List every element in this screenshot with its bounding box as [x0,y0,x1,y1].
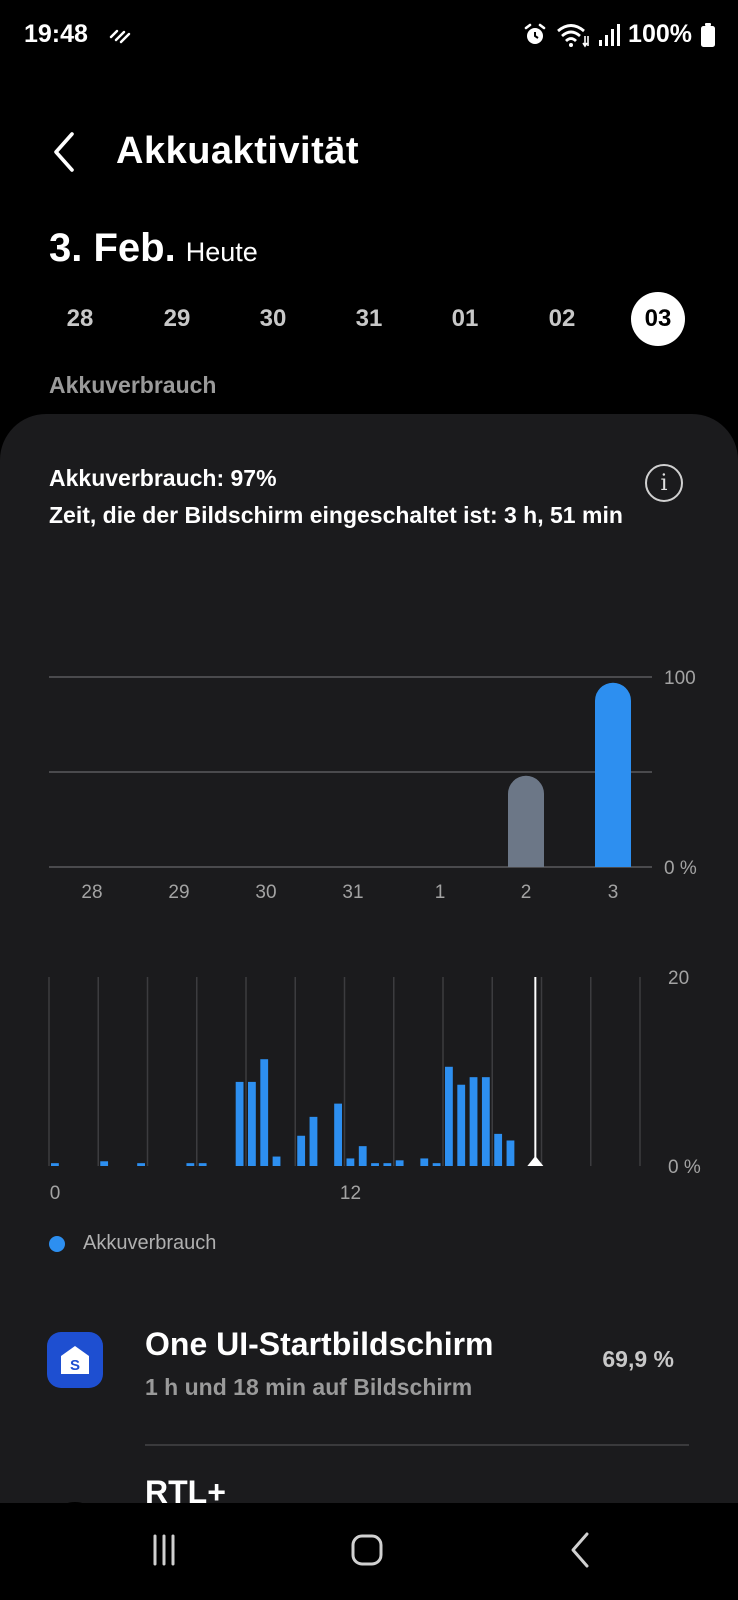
app-name: One UI-Startbildschirm [145,1326,494,1362]
selected-date: 3. Feb. Heute [49,226,258,271]
legend-dot [49,1235,65,1252]
daily-x-tick-label: 31 [342,882,363,903]
hourly-x-tick-label: 12 [340,1183,361,1204]
hourly-bar [297,1135,306,1166]
svg-text:S: S [70,1357,80,1374]
hourly-bar [100,1161,109,1166]
hourly-bar [383,1163,392,1166]
date-main: 3. Feb. [49,226,176,270]
activity-icon [109,29,131,44]
back-icon [571,1532,589,1568]
hourly-bar [235,1081,244,1166]
home-icon [351,1534,383,1566]
day-item-28[interactable]: 28 [66,305,94,332]
hourly-bar [445,1066,453,1166]
daily-bar-base [595,849,631,867]
recents-button[interactable] [134,1525,194,1575]
daily-y-tick-label: 100 [664,668,696,689]
day-item-03-selected[interactable]: 03 [631,292,685,346]
hourly-bar [457,1084,466,1166]
hourly-bar [494,1133,503,1166]
nav-back-button[interactable] [551,1525,611,1575]
hourly-bar [395,1160,404,1166]
app-screen-time: 1 h und 18 min auf Bildschirm [145,1374,473,1400]
legend-label: Akkuverbrauch [83,1232,217,1254]
hourly-bar [186,1163,195,1166]
daily-y-tick-label: 0 % [664,858,697,879]
daily-x-tick-label: 2 [521,882,532,903]
screen-time-text: Zeit, die der Bildschirm eingeschaltet i… [49,502,623,528]
divider [145,1444,689,1446]
daily-bar [595,682,631,867]
day-item-02[interactable]: 02 [548,305,576,332]
hourly-bar [346,1158,355,1166]
day-item-30[interactable]: 30 [259,305,287,332]
wifi-icon [557,23,589,47]
status-time: 19:48 [24,20,88,48]
info-button[interactable]: i [645,464,683,502]
hourly-bar [432,1163,441,1166]
status-bar: 19:48 100% [0,0,738,70]
daily-x-tick-label: 29 [168,882,189,903]
battery-percent: 100% [628,20,692,48]
hourly-bar [469,1077,478,1166]
hourly-bar [481,1077,490,1166]
home-s-icon: S [47,1332,103,1388]
battery-usage-card: Akkuverbrauch: 97% Zeit, die der Bildsch… [0,414,738,1514]
hourly-bar [420,1158,429,1166]
hourly-bar [506,1140,515,1166]
daily-x-tick-label: 3 [608,882,619,903]
hourly-y-tick-label: 0 % [668,1157,701,1178]
daily-bar-base [508,849,544,867]
hourly-x-tick-label: 0 [50,1183,61,1204]
usage-summary: Akkuverbrauch: 97% Zeit, die der Bildsch… [49,460,659,534]
page-title: Akkuaktivität [116,130,360,172]
usage-percent-text: Akkuverbrauch: 97% [49,465,277,491]
hourly-bar [198,1163,207,1166]
day-selector: 28 29 30 31 01 02 03 [48,292,688,346]
section-label: Akkuverbrauch [49,372,217,398]
battery-icon [701,22,715,47]
day-item-31[interactable]: 31 [355,305,383,332]
hourly-bar [358,1146,367,1166]
hourly-y-tick-label: 20 [668,968,689,989]
hourly-bar [334,1103,342,1166]
chevron-left-icon [54,132,74,172]
daily-x-tick-label: 1 [435,882,446,903]
recents-icon [153,1534,175,1566]
app-list-item[interactable]: S One UI-Startbildschirm 1 h und 18 min … [0,1304,738,1424]
hourly-bar [51,1163,59,1166]
hourly-bar [309,1116,318,1166]
date-today-label: Heute [185,237,258,267]
hourly-bar [272,1156,281,1166]
hourly-bar [137,1163,145,1166]
home-button[interactable] [337,1525,397,1575]
hourly-bar [260,1059,269,1166]
hourly-bar [248,1081,256,1166]
current-time-marker-triangle [527,1156,544,1166]
back-button[interactable] [44,128,84,176]
alarm-icon [524,23,546,44]
daily-x-tick-label: 28 [81,882,102,903]
app-usage-percent: 69,9 % [602,1346,674,1372]
day-item-01[interactable]: 01 [451,305,479,332]
app-header: Akkuaktivität [0,120,738,184]
hourly-bar [371,1163,379,1166]
daily-bar [508,775,544,867]
signal-icon [599,23,621,46]
status-icons: 100% [522,20,716,49]
chart-legend: Akkuverbrauch [49,1232,216,1255]
day-item-29[interactable]: 29 [163,305,191,332]
daily-x-tick-label: 30 [255,882,276,903]
navigation-bar [0,1503,738,1600]
